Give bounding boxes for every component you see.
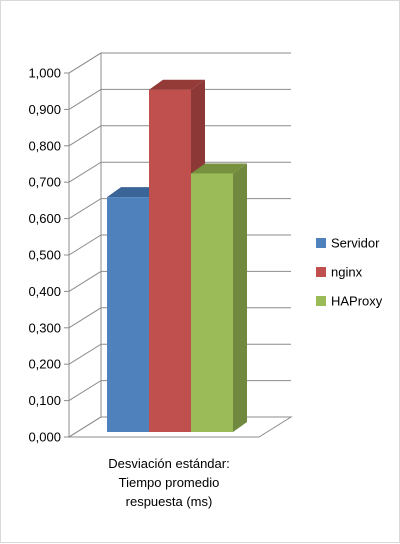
y-tick-label: 0,900 xyxy=(28,102,61,117)
y-tick-label: 0,300 xyxy=(28,320,61,335)
legend-label: nginx xyxy=(331,265,363,280)
gridline xyxy=(68,88,291,110)
legend: Servidor nginx HAProxy xyxy=(316,236,383,309)
y-tick-label: 0,400 xyxy=(28,284,61,299)
bar-front xyxy=(107,197,149,432)
y-tick-label: 0,800 xyxy=(28,138,61,153)
bars xyxy=(107,79,247,433)
legend-item-nginx: nginx xyxy=(316,265,363,280)
bar-side xyxy=(233,163,247,432)
y-tick-label: 0,500 xyxy=(28,248,61,263)
gridline xyxy=(68,161,291,183)
bar-front xyxy=(149,89,191,433)
y-tick-label: 0,100 xyxy=(28,393,61,408)
x-category-label-line: Desviación estándar: xyxy=(108,456,229,471)
y-tick-label: 1,000 xyxy=(28,66,61,81)
x-axis-category-label: Desviación estándar: Tiempo promedio respu… xyxy=(108,456,229,509)
legend-item-haproxy: HAProxy xyxy=(316,294,383,309)
y-tick-label: 0,600 xyxy=(28,211,61,226)
x-category-label-line: Tiempo promedio xyxy=(119,475,220,490)
gridline xyxy=(68,52,291,74)
legend-item-servidor: Servidor xyxy=(316,236,380,251)
bar-haproxy xyxy=(191,163,247,432)
y-tick-label: 0,200 xyxy=(28,357,61,372)
y-tick-label: 0,000 xyxy=(28,430,61,445)
legend-swatch xyxy=(316,267,326,277)
y-tick-label: 0,700 xyxy=(28,175,61,190)
x-category-label-line: respuesta (ms) xyxy=(126,494,213,509)
legend-label: Servidor xyxy=(331,236,380,251)
legend-swatch xyxy=(316,296,326,306)
gridline xyxy=(68,125,291,147)
bar-top xyxy=(191,163,247,174)
bar-front xyxy=(191,173,233,432)
bar-top xyxy=(149,79,205,90)
legend-swatch xyxy=(316,238,326,248)
legend-label: HAProxy xyxy=(331,294,383,309)
y-axis-ticks: 0,000 0,100 0,200 0,300 0,400 0,500 0,600 0,700… xyxy=(28,66,70,445)
